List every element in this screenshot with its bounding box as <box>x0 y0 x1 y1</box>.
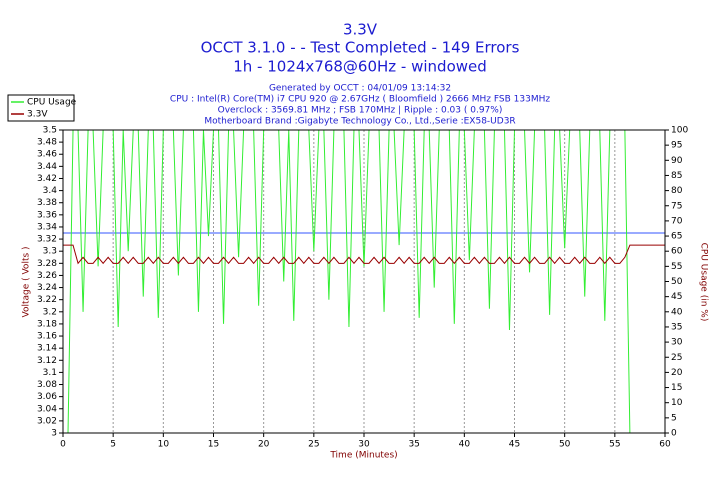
y2-tick-label: 5 <box>671 413 677 423</box>
x-axis-label: Time (Minutes) <box>329 451 397 461</box>
y-tick-label: 3.42 <box>37 174 57 184</box>
y2-tick-label: 90 <box>671 156 683 166</box>
y-tick-label: 3.02 <box>37 416 57 426</box>
y2-tick-label: 30 <box>671 338 683 348</box>
y-tick-label: 3.38 <box>37 198 57 208</box>
y-tick-label: 3.36 <box>37 210 57 220</box>
y-tick-label: 3.22 <box>37 295 57 305</box>
y2-tick-label: 15 <box>671 383 682 393</box>
y-tick-label: 3 <box>51 429 57 439</box>
y-tick-label: 3.3 <box>43 247 57 257</box>
y2-tick-label: 75 <box>671 201 682 211</box>
y2-tick-label: 85 <box>671 171 682 181</box>
x-tick-label: 10 <box>158 440 170 450</box>
y-tick-label: 3.26 <box>37 271 57 281</box>
y-tick-label: 3.12 <box>37 356 57 366</box>
y-tick-label: 3.48 <box>37 138 57 148</box>
y-tick-label: 3.4 <box>43 186 58 196</box>
x-tick-label: 25 <box>308 440 319 450</box>
y2-tick-label: 70 <box>671 216 683 226</box>
info-line: Motherboard Brand :Gigabyte Technology C… <box>204 117 515 127</box>
y2-tick-label: 45 <box>671 292 682 302</box>
x-tick-label: 50 <box>559 440 571 450</box>
y2-tick-label: 40 <box>671 307 683 317</box>
y-axis-label: Voltage ( Volts ) <box>22 246 32 317</box>
y2-tick-label: 80 <box>671 186 683 196</box>
y-tick-label: 3.14 <box>37 344 57 354</box>
y2-tick-label: 55 <box>671 262 682 272</box>
x-tick-label: 15 <box>208 440 219 450</box>
legend-label: 3.3V <box>27 110 48 120</box>
y-tick-label: 3.34 <box>37 222 57 232</box>
y2-tick-label: 95 <box>671 141 682 151</box>
y-tick-label: 3.18 <box>37 319 57 329</box>
y-tick-label: 3.1 <box>43 368 57 378</box>
y-tick-label: 3.16 <box>37 332 57 342</box>
y2-tick-label: 50 <box>671 277 683 287</box>
x-tick-label: 45 <box>509 440 520 450</box>
x-tick-label: 60 <box>659 440 671 450</box>
y-tick-label: 3.5 <box>43 126 57 136</box>
y-tick-label: 3.2 <box>43 307 57 317</box>
plot-border <box>62 129 666 434</box>
x-tick-label: 30 <box>358 440 370 450</box>
y-tick-label: 3.06 <box>37 392 57 402</box>
y2-tick-label: 0 <box>671 429 677 439</box>
x-tick-label: 40 <box>459 440 471 450</box>
info-line: CPU : Intel(R) Core(TM) i7 CPU 920 @ 2.6… <box>170 95 550 105</box>
chart-subtitle: OCCT 3.1.0 - - Test Completed - 149 Erro… <box>201 39 520 57</box>
info-line: Overclock : 3569.81 MHz ; FSB 170MHz | R… <box>218 106 503 116</box>
legend-box <box>7 94 75 122</box>
y2-tick-label: 100 <box>671 126 688 136</box>
y2-tick-label: 35 <box>671 322 682 332</box>
y-tick-label: 3.08 <box>37 380 57 390</box>
x-tick-label: 5 <box>110 440 116 450</box>
chart-title: 3.3V <box>343 21 378 39</box>
x-tick-label: 0 <box>60 440 66 450</box>
y-tick-label: 3.44 <box>37 162 57 172</box>
chart-subtitle: 1h - 1024x768@60Hz - windowed <box>233 58 487 76</box>
y2-axis-label: CPU Usage (in %) <box>699 243 709 322</box>
y2-tick-label: 65 <box>671 232 682 242</box>
x-tick-label: 55 <box>609 440 620 450</box>
y2-tick-label: 20 <box>671 368 683 378</box>
y-tick-label: 3.46 <box>37 150 57 160</box>
x-tick-label: 35 <box>408 440 419 450</box>
x-tick-label: 20 <box>258 440 270 450</box>
y2-tick-label: 25 <box>671 353 682 363</box>
y2-tick-label: 60 <box>671 247 683 257</box>
legend-label: CPU Usage <box>27 98 77 108</box>
y-tick-label: 3.04 <box>37 404 57 414</box>
info-line: Generated by OCCT : 04/01/09 13:14:32 <box>269 84 451 94</box>
y-tick-label: 3.32 <box>37 235 57 245</box>
y2-tick-label: 10 <box>671 398 683 408</box>
y-tick-label: 3.24 <box>37 283 57 293</box>
y-tick-label: 3.28 <box>37 259 57 269</box>
series-line <box>63 244 665 265</box>
